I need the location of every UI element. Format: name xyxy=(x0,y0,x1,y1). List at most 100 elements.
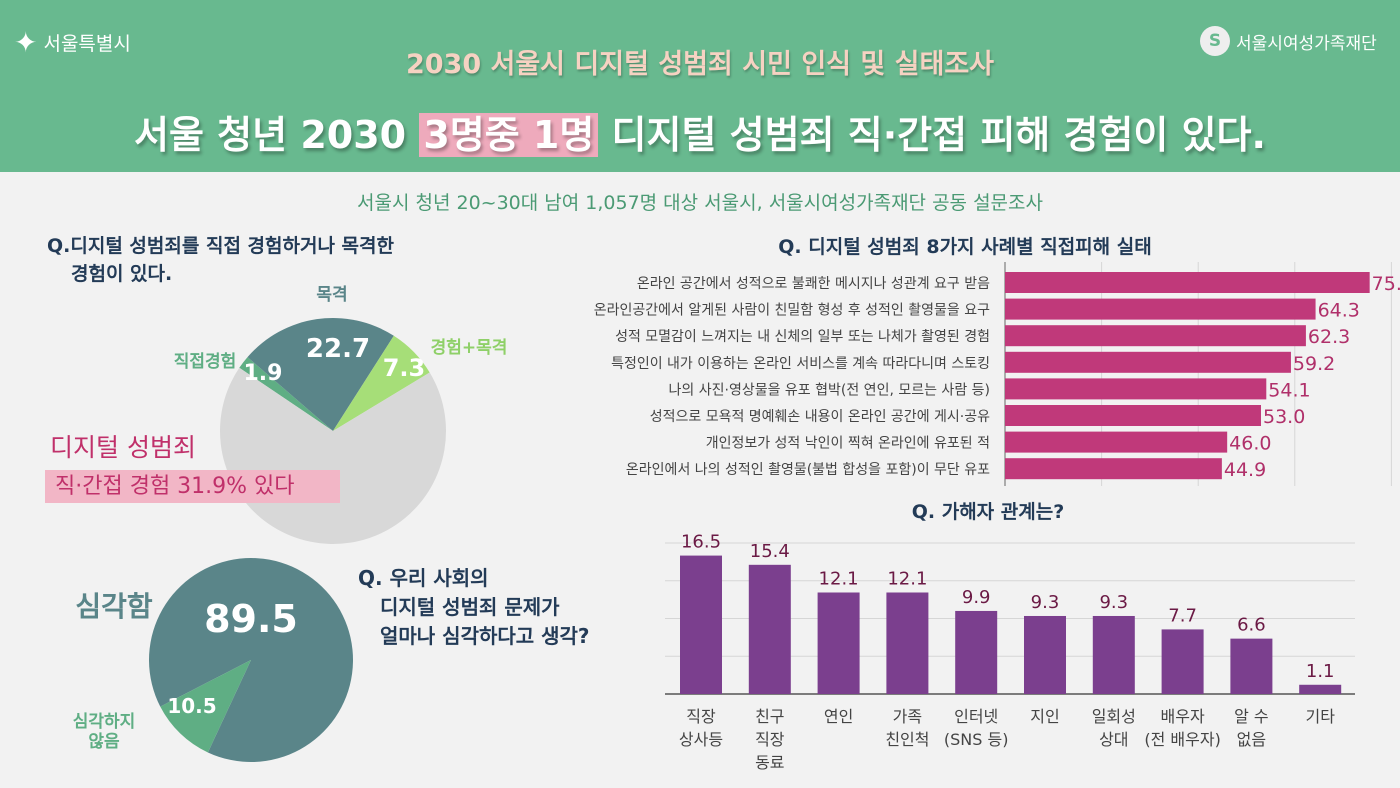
q3-line: Q. 우리 사회의 xyxy=(358,566,489,590)
pie1-slice xyxy=(239,357,333,431)
vbar-category: 직장 xyxy=(755,730,785,749)
vbar-bar xyxy=(1230,638,1273,694)
pie1-slice xyxy=(333,335,430,431)
hbar-value: 46.0 xyxy=(1229,433,1271,455)
vbar-category: 상사등 xyxy=(679,730,723,749)
pie2-label: 심각함 xyxy=(75,590,153,623)
hbar-bar xyxy=(1005,298,1316,320)
hbar-bar xyxy=(1005,378,1267,400)
vbar-category: (SNS 등) xyxy=(944,730,1009,749)
hbar-bar xyxy=(1005,458,1222,480)
vbar-value: 1.1 xyxy=(1306,661,1335,682)
vbar-bar xyxy=(1299,684,1342,694)
hbar-bar xyxy=(1005,351,1291,373)
vbar-category: 연인 xyxy=(824,707,853,726)
vbar-value: 16.5 xyxy=(681,532,721,553)
subtitle: 2030 서울시 디지털 성범죄 시민 인식 및 실태조사 xyxy=(405,49,995,80)
hbar-category: 개인정보가 성적 낙인이 찍혀 온라인에 유포된 적 xyxy=(706,436,990,452)
hbar-value: 53.0 xyxy=(1263,406,1305,428)
vbar-category: 친인척 xyxy=(885,730,929,749)
hbar-category: 성적 모멸감이 느껴지는 내 신체의 일부 또는 나체가 촬영된 경험 xyxy=(615,329,990,345)
vbar-category: 상대 xyxy=(1099,730,1128,749)
header-banner xyxy=(0,0,1400,172)
hbar-value: 59.2 xyxy=(1293,353,1335,375)
seoul-city-logo: ✦ 서울특별시 xyxy=(14,26,131,59)
hbar-category: 온라인에서 나의 성적인 촬영물(불법 합성을 포함)이 무단 유포 xyxy=(626,462,990,478)
seoul-logo-text: 서울특별시 xyxy=(43,33,131,55)
title-part: 서울 청년 2030 xyxy=(134,113,420,157)
hbar-category: 온라인 공간에서 성적으로 불쾌한 메시지나 성관계 요구 받음 xyxy=(637,276,990,292)
hbar-category: 특정인이 내가 이용하는 온라인 서비스를 계속 따라다니며 스토킹 xyxy=(611,356,990,372)
vbar-bar xyxy=(817,592,860,694)
hbar-bar xyxy=(1005,431,1228,453)
q3-line: 얼마나 심각하다고 생각? xyxy=(380,624,590,648)
vbar-category: 가족 xyxy=(893,707,922,726)
q1-question: Q.디지털 성범죄를 직접 경험하거나 목격한 경험이 있다. xyxy=(47,232,394,288)
hbar-bar xyxy=(1005,405,1261,426)
pie2-label: 심각하지 않음 xyxy=(73,712,136,752)
vbar-value: 7.7 xyxy=(1168,605,1197,626)
hbar-bar xyxy=(1005,272,1370,293)
hbar-category: 나의 사진·영상물을 유포 협박(전 연인, 모르는 사람 등) xyxy=(669,382,990,398)
vbar-value: 9.3 xyxy=(1031,592,1060,613)
vbar-bar xyxy=(1024,615,1066,694)
hbar-value: 54.1 xyxy=(1268,379,1310,401)
vbar-value: 9.3 xyxy=(1099,592,1128,613)
title-highlight: 3명중 1명 xyxy=(419,113,599,157)
q3-line: 디지털 성범죄 문제가 xyxy=(380,595,560,619)
vbar-bar xyxy=(955,610,998,694)
vbar-category: (전 배우자) xyxy=(1144,730,1220,749)
vbar-category: 알 수 xyxy=(1234,707,1269,726)
page-title: 서울 청년 2030 3명중 1명 디지털 성범죄 직·간접 피해 경험이 있다… xyxy=(0,104,1400,159)
q1-line: 경험이 있다. xyxy=(71,263,173,285)
vbar-category: 친구 xyxy=(755,707,784,726)
foundation-logo-text: 서울시여성가족재단 xyxy=(1236,33,1377,54)
pie1-label: 직접경험 xyxy=(174,351,237,372)
vbar-value: 12.1 xyxy=(819,568,859,589)
vbar-category: 기타 xyxy=(1305,707,1335,726)
vbar-value: 12.1 xyxy=(887,568,927,589)
title-part: 디지털 성범죄 직·간접 피해 경험이 있다. xyxy=(598,113,1266,157)
hbar-value: 44.9 xyxy=(1224,459,1266,481)
vbar-value: 9.9 xyxy=(962,587,991,608)
vbar-category: 직장 xyxy=(686,707,716,726)
pie1-value: 22.7 xyxy=(306,334,370,364)
pie2-slice xyxy=(160,660,251,753)
vbar-category: 지인 xyxy=(1030,707,1059,726)
callout-title: 디지털 성범죄 xyxy=(50,433,196,462)
pie1-label: 경험+목격 xyxy=(431,337,508,358)
vbar-category: 인터넷 xyxy=(954,707,998,726)
pie1-label: 목격 xyxy=(316,285,347,305)
vbar-bar xyxy=(748,564,791,694)
pie2-value: 10.5 xyxy=(167,694,216,718)
pie2-slice xyxy=(149,558,354,762)
foundation-logo-icon: S xyxy=(1200,26,1230,56)
vbar-title: Q. 가해자 관계는? xyxy=(912,501,1065,523)
pie1-slice xyxy=(247,317,394,431)
hbar-title: Q. 디지털 성범죄 8가지 사례별 직접피해 실태 xyxy=(778,236,1151,258)
foundation-logo: S 서울시여성가족재단 xyxy=(1200,26,1377,56)
vbar-bar xyxy=(1092,615,1135,694)
pie1-value: 7.3 xyxy=(383,354,426,382)
vbar-category: 동료 xyxy=(755,753,784,772)
hbar-bar xyxy=(1005,325,1306,347)
hbar-value: 75.5 xyxy=(1372,273,1400,295)
vbar-bar xyxy=(1161,629,1204,694)
vbar-category: 배우자 xyxy=(1161,707,1205,726)
vbar-category: 일회성 xyxy=(1092,707,1136,726)
vbar-value: 6.6 xyxy=(1237,615,1266,636)
vbar-category: 없음 xyxy=(1237,730,1266,749)
hbar-category: 성적으로 모욕적 명예훼손 내용이 온라인 공간에 게시·공유 xyxy=(650,409,990,425)
pie1-value: 1.9 xyxy=(244,361,283,386)
survey-note: 서울시 청년 20~30대 남여 1,057명 대상 서울시, 서울시여성가족재… xyxy=(357,192,1043,214)
q3-question: Q. 우리 사회의 디지털 성범죄 문제가 얼마나 심각하다고 생각? xyxy=(358,564,590,651)
callout-box: 직·간접 경험 31.9% 있다 xyxy=(45,470,340,503)
vbar-bar xyxy=(680,555,722,694)
hbar-category: 온라인공간에서 알게된 사람이 친밀함 형성 후 성적인 촬영물을 요구 xyxy=(594,303,990,319)
hbar-value: 62.3 xyxy=(1308,326,1350,348)
vbar-value: 15.4 xyxy=(750,541,790,562)
pie2-value: 89.5 xyxy=(204,597,298,641)
seoul-logo-icon: ✦ xyxy=(14,26,38,59)
q1-line: Q.디지털 성범죄를 직접 경험하거나 목격한 xyxy=(47,235,394,257)
